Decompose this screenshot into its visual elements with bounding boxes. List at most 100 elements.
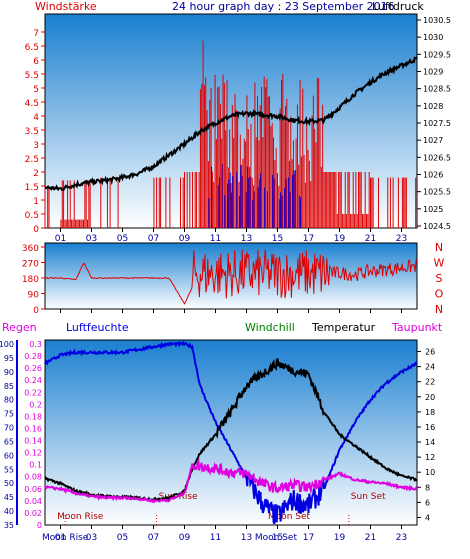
pressure-tick-label: 1027.5: [423, 119, 451, 128]
temperature-legend: Temperatur: [311, 321, 376, 334]
wind-tick-label: 2: [33, 169, 39, 179]
humidity-tick-label: 45: [4, 493, 14, 502]
hour-tick-label: 03: [86, 533, 97, 543]
humidity-tick-label: 75: [4, 410, 14, 419]
pressure-tick-label: 1026.5: [423, 153, 451, 162]
windchill-legend: Windchill: [245, 321, 295, 334]
hour-tick-label: 09: [179, 533, 191, 543]
hour-tick-label: 23: [396, 234, 407, 244]
hour-tick-label: 19: [334, 533, 346, 543]
rain-tick-label: 0.1: [29, 461, 42, 470]
humidity-tick-label: 90: [4, 368, 14, 377]
event-axis-label: Moon Set: [255, 533, 298, 543]
hour-tick-label: 07: [148, 234, 159, 244]
pressure-tick-label: 1027: [423, 136, 443, 145]
pressure-tick-label: 1024.5: [423, 222, 451, 231]
rain-tick-label: 0.26: [24, 364, 42, 373]
pressure-tick-label: 1030: [423, 33, 443, 42]
pressure-tick-label: 1025.5: [423, 188, 451, 197]
hour-tick-label: 19: [334, 234, 346, 244]
direction-tick-label: 360: [22, 244, 39, 254]
wind-tick-label: 6: [33, 57, 39, 67]
rain-tick-label: 0.16: [24, 424, 42, 433]
humidity-tick-label: 40: [4, 507, 14, 516]
temperature-tick-label: 24: [425, 363, 435, 372]
rain-tick-label: 0.04: [24, 497, 42, 506]
rain-tick-label: 0.3: [29, 340, 42, 349]
humidity-tick-label: 35: [4, 521, 14, 530]
temperature-line: [44, 358, 418, 502]
humidity-tick-label: 50: [4, 479, 14, 488]
humidity-tick-label: 100: [0, 340, 14, 349]
rain-tick-label: 0.02: [24, 509, 42, 518]
pressure-tick-label: 1026: [423, 171, 443, 180]
temperature-tick-label: 6: [425, 498, 430, 507]
rain-tick-label: 0.06: [24, 485, 42, 494]
wind-tick-label: 5.5: [25, 71, 39, 81]
temperature-tick-label: 22: [425, 378, 435, 387]
temperature-tick-label: 10: [425, 468, 435, 477]
hour-tick-label: 05: [117, 234, 128, 244]
rain-axis-title: Regen: [2, 321, 37, 334]
humidity-tick-label: 80: [4, 396, 14, 405]
direction-tick-label: 270: [22, 260, 39, 270]
humidity-tick-label: 55: [4, 465, 14, 474]
direction-tick-label: 0: [33, 306, 39, 316]
humidity-axis-title: Luftfeuchte: [66, 321, 129, 334]
dewpoint-legend: Taupunkt: [391, 321, 443, 334]
compass-label: W: [434, 257, 445, 270]
pressure-axis-title: Luftdruck: [372, 0, 424, 13]
event-label: Sun Set: [351, 492, 386, 502]
temperature-tick-label: 16: [425, 423, 435, 432]
wind-tick-label: 7: [33, 29, 39, 39]
compass-label: S: [436, 272, 443, 285]
wind-speed-bars: [44, 40, 417, 228]
hour-tick-label: 11: [210, 533, 221, 543]
hour-tick-label: 07: [148, 533, 159, 543]
temperature-tick-label: 14: [425, 438, 435, 447]
rain-tick-label: 0.24: [24, 376, 42, 385]
hour-tick-label: 17: [303, 533, 314, 543]
hour-tick-label: 15: [272, 234, 283, 244]
wind-tick-label: 5: [33, 85, 39, 95]
direction-tick-label: 180: [22, 275, 39, 285]
compass-label: N: [435, 241, 443, 254]
hour-tick-label: 11: [210, 234, 221, 244]
hour-tick-label: 21: [365, 234, 376, 244]
temperature-tick-label: 4: [425, 513, 430, 522]
pressure-tick-label: 1025: [423, 205, 443, 214]
rain-tick-label: 0.08: [24, 473, 42, 482]
wind-axis-title: Windstärke: [35, 0, 97, 13]
event-label: Moon Rise: [57, 512, 104, 522]
hour-tick-label: 13: [241, 533, 252, 543]
hour-tick-label: 05: [117, 533, 128, 543]
rain-tick-label: 0.18: [24, 412, 42, 421]
pressure-tick-label: 1030.5: [423, 16, 451, 25]
wind-tick-label: 3: [33, 141, 39, 151]
humidity-tick-label: 85: [4, 382, 14, 391]
humidity-tick-label: 60: [4, 451, 14, 460]
pressure-line: [44, 56, 418, 192]
temperature-tick-label: 8: [425, 483, 430, 492]
compass-label: N: [435, 303, 443, 316]
dewpoint-line: [44, 458, 418, 504]
wind-tick-label: 0.5: [25, 211, 39, 221]
event-label: Moon Set: [268, 512, 311, 522]
wind-tick-label: 1.5: [25, 183, 39, 193]
wind-tick-label: 0: [33, 225, 39, 235]
event-axis-label: Moon Rise: [42, 533, 89, 543]
rain-tick-label: 0.22: [24, 388, 42, 397]
wind-tick-label: 2.5: [25, 155, 39, 165]
rain-tick-label: 0: [37, 521, 42, 530]
hour-tick-label: 03: [86, 234, 97, 244]
humidity-tick-label: 70: [4, 424, 14, 433]
temperature-tick-label: 26: [425, 348, 435, 357]
wind-tick-label: 4.5: [25, 99, 39, 109]
hour-tick-label: 09: [179, 234, 191, 244]
direction-tick-label: 90: [28, 291, 40, 301]
rain-tick-label: 0.12: [24, 449, 42, 458]
pressure-tick-label: 1029: [423, 68, 443, 77]
